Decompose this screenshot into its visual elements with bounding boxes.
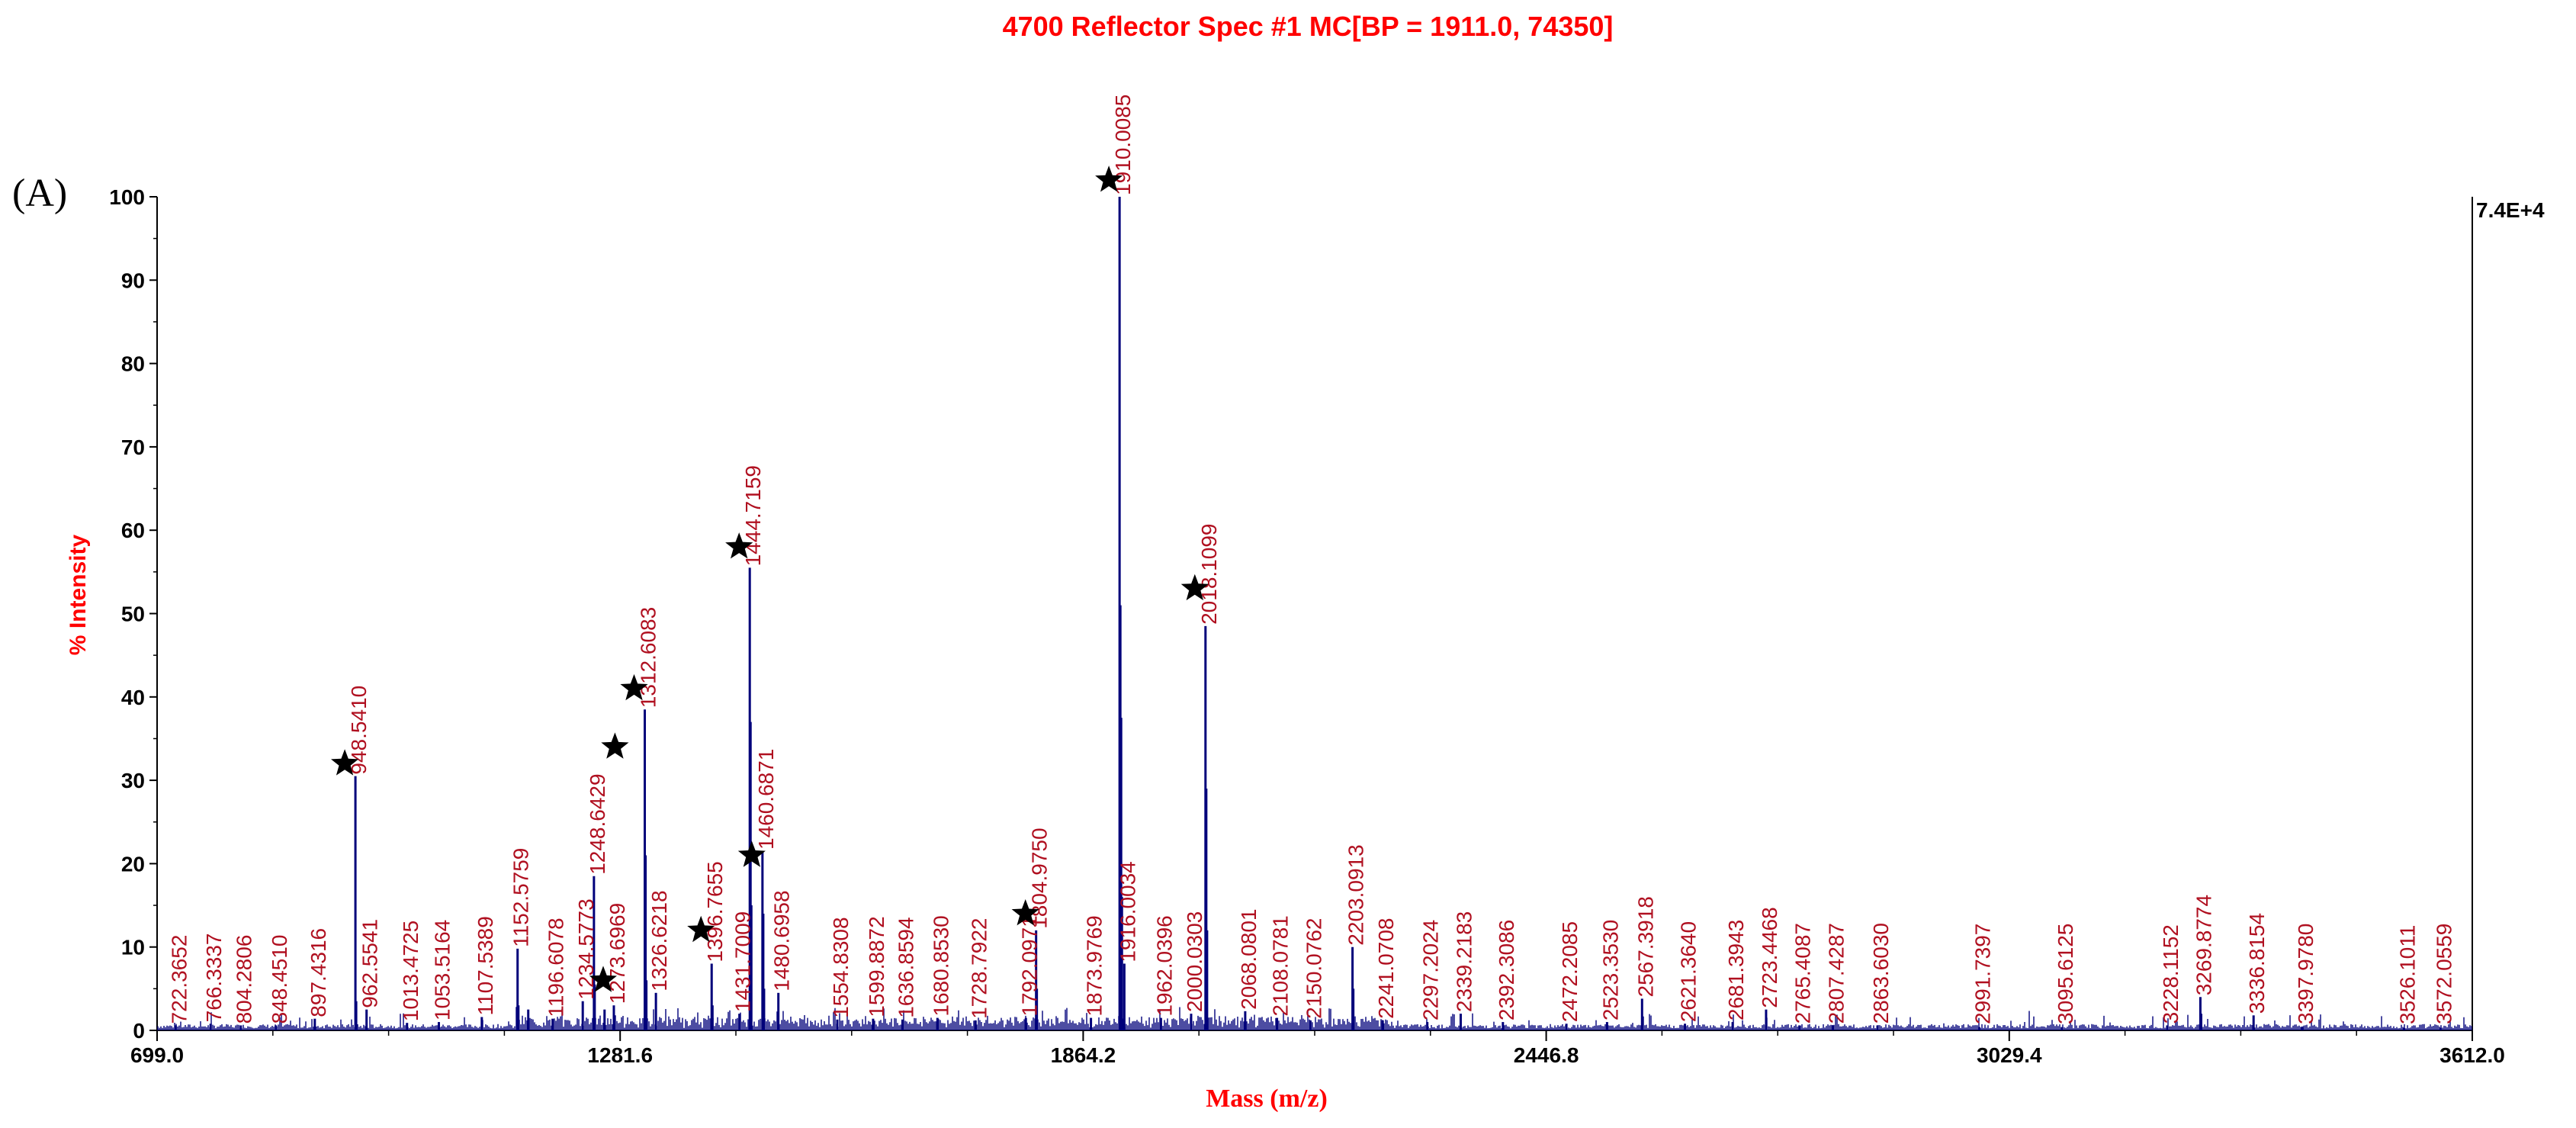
x-tick-label: 2446.8 bbox=[1514, 1043, 1579, 1067]
peak-label: 2339.2183 bbox=[1453, 911, 1476, 1012]
peak-label: 2807.4287 bbox=[1825, 923, 1848, 1024]
baseline-noise bbox=[157, 1007, 2472, 1030]
x-tick-label: 699.0 bbox=[130, 1043, 184, 1067]
y-tick-label: 80 bbox=[121, 352, 145, 376]
peak-label: 3526.1011 bbox=[2396, 925, 2420, 1024]
peak-label: 1554.8308 bbox=[829, 917, 853, 1017]
peak-label: 2472.2085 bbox=[1558, 921, 1582, 1022]
panel-label: (A) bbox=[12, 172, 67, 215]
axes: 0 10 20 30 40 50 60 70 80 90 100 699.0 1281.6 1864.2 2… bbox=[109, 185, 2505, 1067]
x-axis-label: Mass (m/z) bbox=[1206, 1085, 1328, 1113]
peak-label: 2068.0801 bbox=[1237, 909, 1261, 1010]
peak-label: 2681.3943 bbox=[1724, 920, 1748, 1020]
y-tick-label: 30 bbox=[121, 769, 145, 792]
peak-label: 1599.8872 bbox=[865, 916, 888, 1017]
peak-star-marker bbox=[687, 915, 715, 943]
x-tick-label: 1864.2 bbox=[1051, 1043, 1116, 1067]
peak-label: 1873.9769 bbox=[1083, 915, 1107, 1016]
y-axis-label: % Intensity bbox=[66, 535, 91, 656]
y-tick-label: 50 bbox=[121, 603, 145, 626]
peak-label: 1248.6429 bbox=[586, 773, 609, 874]
peak-label: 1460.6871 bbox=[754, 749, 778, 850]
peak-label: 1916.0034 bbox=[1116, 861, 1139, 962]
peak-label: 3336.8154 bbox=[2245, 913, 2269, 1014]
y-tick-label: 90 bbox=[121, 268, 145, 292]
peak-label: 804.2806 bbox=[233, 935, 256, 1024]
peak-label: 897.4316 bbox=[307, 928, 330, 1017]
y-tick-label: 20 bbox=[121, 852, 145, 876]
peak-label: 848.4510 bbox=[268, 935, 291, 1024]
peak-label: 2000.0303 bbox=[1183, 911, 1206, 1012]
peak-label: 1396.7655 bbox=[703, 861, 727, 962]
peak-star-marker bbox=[1095, 166, 1123, 192]
peak-star-marker bbox=[1180, 574, 1209, 601]
peak-label: 2621.3640 bbox=[1677, 921, 1701, 1022]
peak-star-marker bbox=[601, 732, 629, 759]
peak-label: 1053.5164 bbox=[431, 920, 454, 1020]
peak-label: 962.5541 bbox=[358, 919, 382, 1008]
peak-label: 2523.3530 bbox=[1598, 920, 1622, 1020]
peak-star-marker bbox=[725, 532, 753, 559]
peak-label: 1636.8594 bbox=[895, 917, 918, 1017]
peak-star-marker bbox=[331, 749, 359, 776]
spectrum-peaks bbox=[174, 197, 2442, 1030]
peak-label: 1312.6083 bbox=[637, 607, 660, 708]
peak-label: 2297.2024 bbox=[1419, 920, 1443, 1020]
peak-label: 766.3337 bbox=[202, 934, 226, 1023]
peak-labels: 722.3652 766.3337 804.2806 848.4510 897.4316… bbox=[167, 95, 2456, 1024]
peak-label: 1480.6958 bbox=[770, 890, 794, 991]
peak-label: 1962.0396 bbox=[1152, 915, 1176, 1016]
peak-label: 3572.0559 bbox=[2432, 924, 2456, 1024]
y-tick-label: 10 bbox=[121, 936, 145, 959]
peak-label: 1326.6218 bbox=[647, 890, 671, 991]
y-tick-label: 100 bbox=[109, 185, 145, 209]
y-tick-label: 60 bbox=[121, 519, 145, 542]
peak-label: 2991.7397 bbox=[1971, 924, 1995, 1024]
peak-label: 2723.4468 bbox=[1758, 907, 1781, 1007]
y-tick-label: 0 bbox=[133, 1019, 145, 1043]
peak-label: 1792.0971 bbox=[1017, 915, 1041, 1016]
peak-label: 1234.5773 bbox=[574, 898, 598, 999]
peak-label: 2863.6030 bbox=[1869, 923, 1893, 1024]
peak-label: 2203.0913 bbox=[1344, 844, 1368, 945]
x-tick-label: 3029.4 bbox=[1977, 1043, 2042, 1067]
peak-label: 2108.0781 bbox=[1269, 915, 1293, 1016]
peak-label: 2018.1099 bbox=[1197, 524, 1221, 625]
peak-label: 1196.6078 bbox=[544, 918, 568, 1017]
right-axis-scale-label: 7.4E+4 bbox=[2476, 198, 2545, 222]
peak-star-marker bbox=[620, 673, 648, 701]
peak-label: 2150.0762 bbox=[1302, 918, 1325, 1019]
peak-label: 3095.6125 bbox=[2054, 924, 2077, 1024]
peak-label: 2241.0708 bbox=[1374, 918, 1398, 1019]
peak-label: 3228.1152 bbox=[2159, 924, 2183, 1024]
peak-star-marker bbox=[1011, 899, 1039, 926]
x-tick-label: 3612.0 bbox=[2439, 1043, 2505, 1067]
x-tick-label: 1281.6 bbox=[587, 1043, 653, 1067]
peak-label: 2567.3918 bbox=[1633, 896, 1657, 997]
peak-label: 2765.4087 bbox=[1791, 923, 1815, 1024]
peak-label: 1107.5389 bbox=[474, 916, 497, 1015]
peak-star-marker bbox=[737, 840, 766, 867]
peak-label: 1444.7159 bbox=[741, 465, 765, 566]
chart-title: 4700 Reflector Spec #1 MC[BP = 1911.0, 7… bbox=[1003, 11, 1614, 42]
peak-label: 3397.9780 bbox=[2294, 924, 2317, 1024]
peak-label: 3269.8774 bbox=[2192, 895, 2215, 995]
peak-label: 1431.7009 bbox=[731, 911, 755, 1012]
spectrum-trace bbox=[157, 1007, 2472, 1030]
y-tick-label: 40 bbox=[121, 686, 145, 709]
peak-label: 1013.4725 bbox=[399, 921, 422, 1021]
peak-star-marker bbox=[589, 966, 617, 992]
peak-stars bbox=[331, 166, 1209, 992]
peak-label: 1680.8530 bbox=[929, 915, 952, 1016]
peak-label: 2392.3086 bbox=[1495, 920, 1518, 1020]
peak-label: 722.3652 bbox=[167, 935, 191, 1024]
y-tick-label: 70 bbox=[121, 435, 145, 459]
peak-label: 1152.5759 bbox=[509, 848, 533, 947]
peak-label: 1728.7922 bbox=[967, 918, 991, 1019]
